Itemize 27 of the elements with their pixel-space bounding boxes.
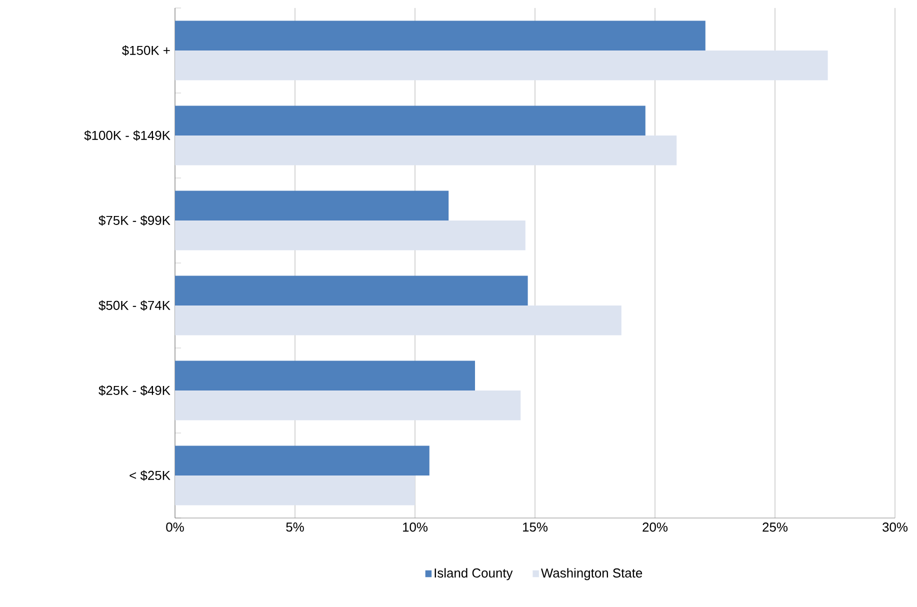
bar bbox=[175, 190, 449, 221]
legend-label: Island County bbox=[434, 568, 513, 580]
x-tick-label: 10% bbox=[403, 522, 428, 532]
x-tick-label: 25% bbox=[762, 522, 788, 532]
legend-label: Washington State bbox=[540, 568, 642, 580]
x-tick-label: 15% bbox=[523, 522, 548, 532]
bar bbox=[175, 50, 828, 80]
bar bbox=[175, 106, 646, 136]
bar bbox=[175, 476, 416, 506]
y-tick-label: $150K + bbox=[122, 45, 170, 56]
y-tick-label: $50K - $74K bbox=[98, 300, 170, 311]
bar bbox=[175, 446, 430, 476]
x-tick-label: 5% bbox=[286, 522, 304, 532]
y-tick-label: < $25K bbox=[130, 470, 170, 481]
bar bbox=[175, 276, 528, 306]
y-tick-label: $100K - $149K bbox=[84, 130, 170, 141]
bar bbox=[175, 390, 521, 420]
bar bbox=[175, 220, 526, 250]
y-tick-label: $75K - $99K bbox=[98, 215, 170, 226]
bar bbox=[175, 306, 622, 336]
y-tick-label: $25K - $49K bbox=[98, 385, 170, 396]
bar bbox=[175, 360, 476, 391]
bar bbox=[175, 20, 706, 51]
x-tick-label: 0% bbox=[166, 522, 184, 532]
bar bbox=[175, 136, 677, 166]
x-tick-label: 30% bbox=[882, 522, 908, 532]
x-tick-label: 20% bbox=[642, 522, 668, 532]
